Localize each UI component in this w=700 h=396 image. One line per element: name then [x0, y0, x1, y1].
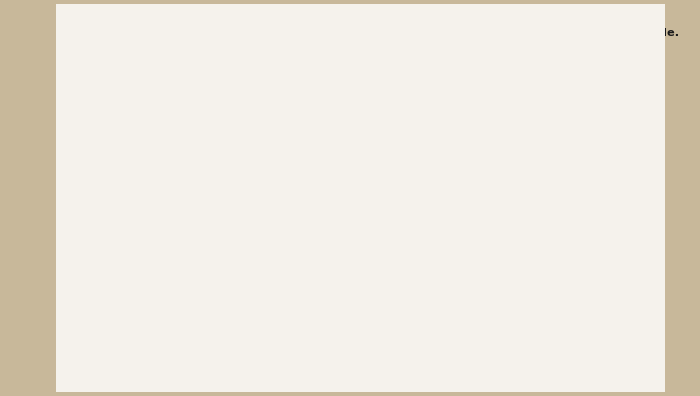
Text: Hg$_2$Br$_2$: Hg$_2$Br$_2$ [399, 101, 444, 118]
Text: SrSO$_4$: SrSO$_4$ [98, 145, 136, 160]
Text: CoSO$_4$: CoSO$_4$ [98, 116, 140, 131]
Text: 12.: 12. [358, 159, 378, 172]
Text: Use the Solubility Rules to determine if the following compounds are soluble or : Use the Solubility Rules to determine if… [98, 28, 679, 38]
Text: PbF$_2$: PbF$_2$ [399, 275, 429, 291]
Text: 3.: 3. [65, 145, 77, 158]
Text: 13.: 13. [358, 217, 378, 230]
Text: Also include the physical state.: Also include the physical state. [98, 51, 300, 61]
Text: Pb$_3$(PO$_4$)$_2$: Pb$_3$(PO$_4$)$_2$ [399, 159, 461, 175]
Text: 7.: 7. [65, 261, 77, 274]
Text: CdCrO$_4$: CdCrO$_4$ [98, 318, 146, 335]
Text: 14.: 14. [358, 275, 378, 288]
Text: 5.: 5. [65, 203, 77, 216]
Text: Ba(OH)$_2$: Ba(OH)$_2$ [98, 232, 151, 248]
Text: 15.: 15. [358, 333, 378, 346]
Text: 9.: 9. [65, 318, 77, 331]
Text: Hg(ClO$_4$)$_2$: Hg(ClO$_4$)$_2$ [98, 261, 161, 278]
Text: NaF: NaF [98, 174, 122, 187]
Text: 4.: 4. [65, 174, 77, 187]
Text: 1.: 1. [65, 87, 77, 100]
Text: MnCO$_3$: MnCO$_3$ [98, 347, 143, 362]
Text: 8.: 8. [65, 289, 77, 303]
Text: KCl$_{(s)}$soluble: KCl$_{(s)}$soluble [98, 87, 178, 105]
Text: 6.: 6. [65, 232, 77, 245]
Text: 11.: 11. [358, 101, 378, 114]
Text: Pb(C$_2$H$_3$O$_2$)$_4$: Pb(C$_2$H$_3$O$_2$)$_4$ [98, 203, 178, 219]
Text: Li$_2$C$_2$O$_4$: Li$_2$C$_2$O$_4$ [399, 333, 448, 349]
Text: 2.: 2. [65, 116, 77, 129]
Text: 10.: 10. [57, 347, 77, 360]
Text: AgI: AgI [98, 289, 118, 303]
Text: CaCl$_2$: CaCl$_2$ [399, 217, 435, 233]
